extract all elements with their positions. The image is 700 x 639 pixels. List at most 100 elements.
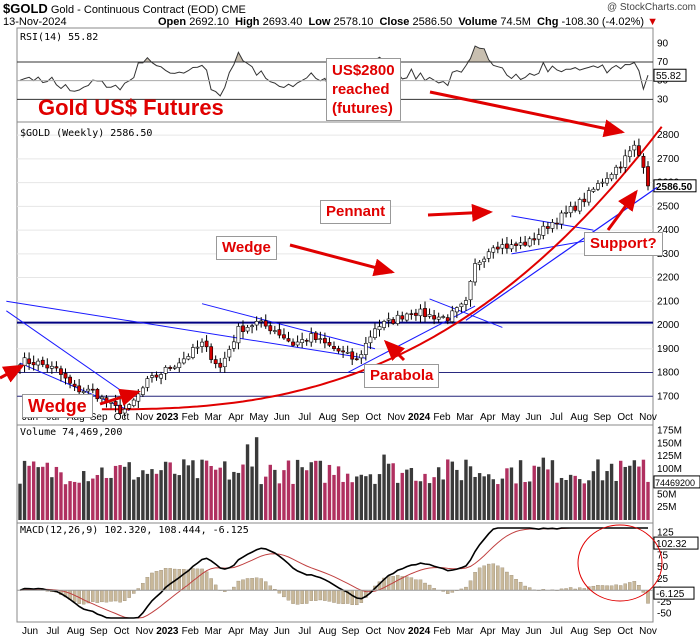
volume-bar bbox=[54, 466, 59, 520]
candle-body bbox=[591, 188, 596, 192]
macd-histogram-bar bbox=[241, 579, 245, 591]
volume-bar bbox=[86, 481, 90, 520]
candle-body bbox=[181, 358, 186, 364]
macd-month-label: 2023 bbox=[156, 626, 179, 637]
macd-histogram-bar bbox=[418, 579, 423, 591]
price-tick-label: 2100 bbox=[657, 296, 680, 307]
support-callout: Support? bbox=[584, 232, 663, 256]
macd-last-tag bbox=[653, 536, 699, 550]
volume-bar bbox=[446, 459, 450, 520]
candle-body bbox=[127, 404, 132, 409]
volume-bar bbox=[109, 477, 113, 520]
volume-bar bbox=[209, 465, 213, 520]
macd-month-label: 2024 bbox=[408, 626, 431, 637]
volume-tick-label: 25M bbox=[657, 502, 676, 513]
volume-bar bbox=[559, 477, 564, 520]
volume-tick-label: 150M bbox=[657, 438, 682, 449]
volume-bar bbox=[391, 463, 395, 520]
macd-month-label: May bbox=[249, 626, 268, 637]
candle-body bbox=[327, 342, 332, 346]
candle-body bbox=[150, 375, 154, 378]
macd-month-label: Mar bbox=[456, 626, 474, 637]
wedge-low-upper-line bbox=[6, 310, 130, 397]
volume-bar bbox=[596, 459, 600, 520]
volume-bar bbox=[36, 467, 40, 520]
candle-body bbox=[336, 348, 341, 352]
macd-histogram-bar bbox=[81, 590, 86, 605]
volume-bar bbox=[50, 477, 54, 520]
volume-bar bbox=[414, 480, 418, 520]
volume-bar bbox=[368, 474, 373, 520]
price-tick-label: 2000 bbox=[657, 320, 680, 331]
macd-histogram-bar bbox=[395, 574, 400, 591]
ohlc-readout: Open 2692.10 High 2693.40 Low 2578.10 Cl… bbox=[158, 16, 658, 28]
price-month-label: Apr bbox=[228, 412, 244, 423]
volume-bar bbox=[523, 482, 527, 520]
candle-body bbox=[191, 347, 195, 358]
rsi-tick-label: 90 bbox=[657, 38, 669, 49]
price-tick-label: 2500 bbox=[657, 201, 680, 212]
volume-bar bbox=[150, 469, 154, 520]
volume-bar bbox=[405, 469, 409, 520]
candle-body bbox=[414, 312, 418, 316]
volume-tick-label: 50M bbox=[657, 489, 676, 500]
candle-body bbox=[373, 328, 377, 339]
macd-month-label: Feb bbox=[433, 626, 451, 637]
volume-bar bbox=[291, 483, 295, 520]
macd-histogram-bar bbox=[113, 590, 118, 602]
candle-body bbox=[473, 263, 477, 283]
volume-bar bbox=[277, 483, 282, 520]
volume-bar bbox=[145, 473, 150, 520]
candle-body bbox=[541, 225, 546, 236]
volume-bar bbox=[359, 474, 364, 520]
macd-histogram-bar bbox=[332, 590, 336, 603]
candle-body bbox=[445, 317, 450, 322]
volume-bar bbox=[487, 474, 491, 520]
macd-histogram-bar bbox=[405, 576, 409, 591]
candle-body bbox=[359, 354, 364, 359]
candle-body bbox=[459, 303, 464, 308]
macd-histogram-bar bbox=[186, 569, 191, 591]
candle-body bbox=[227, 349, 232, 358]
symbol: $GOLD bbox=[3, 1, 48, 16]
macd-histogram-bar bbox=[204, 571, 209, 591]
price-month-label: Oct bbox=[617, 412, 633, 423]
candle-body bbox=[286, 338, 291, 342]
volume-bar bbox=[268, 464, 272, 520]
macd-month-label: Jul bbox=[46, 626, 59, 637]
candle-body bbox=[577, 199, 582, 212]
volume-bar bbox=[82, 471, 86, 520]
volume-tick-label: 100M bbox=[657, 464, 682, 475]
volume-bar bbox=[18, 483, 22, 520]
candle-body bbox=[495, 246, 500, 250]
macd-month-label: Apr bbox=[480, 626, 496, 637]
macd-histogram-bar bbox=[491, 563, 496, 591]
volume-bar bbox=[241, 464, 245, 520]
macd-histogram-bar bbox=[295, 590, 300, 605]
volume-bar bbox=[632, 460, 637, 520]
volume-bar bbox=[396, 482, 400, 520]
candle-body bbox=[545, 226, 550, 229]
candle-body bbox=[68, 376, 72, 384]
macd-axis: -50-250255075100125102.32-6.125 bbox=[17, 528, 699, 619]
volume-bar bbox=[355, 476, 359, 520]
wedge-low-left-arrow bbox=[0, 364, 25, 383]
macd-histogram-bar bbox=[191, 568, 195, 591]
candle-body bbox=[295, 341, 300, 346]
candle-body bbox=[404, 313, 409, 321]
macd-x-axis: Jun Jul Aug Sep Oct Nov 2023 Feb Mar Apr May Jun Jul… bbox=[22, 626, 657, 637]
candle-body bbox=[486, 251, 491, 259]
price-month-label: Sep bbox=[90, 412, 108, 423]
macd-histogram-bar bbox=[596, 585, 600, 591]
candle-body bbox=[209, 346, 214, 360]
macd-month-label: Mar bbox=[204, 626, 222, 637]
candle-body bbox=[236, 326, 241, 344]
rsi-tick-label: 30 bbox=[657, 94, 669, 105]
price-month-label: Jun bbox=[274, 412, 290, 423]
macd-histogram-bar bbox=[609, 585, 614, 591]
macd-histogram-bar bbox=[282, 590, 286, 598]
volume-bar bbox=[104, 477, 109, 520]
macd-line bbox=[19, 527, 648, 619]
candle-body bbox=[45, 364, 50, 369]
volume-bar bbox=[341, 481, 345, 520]
